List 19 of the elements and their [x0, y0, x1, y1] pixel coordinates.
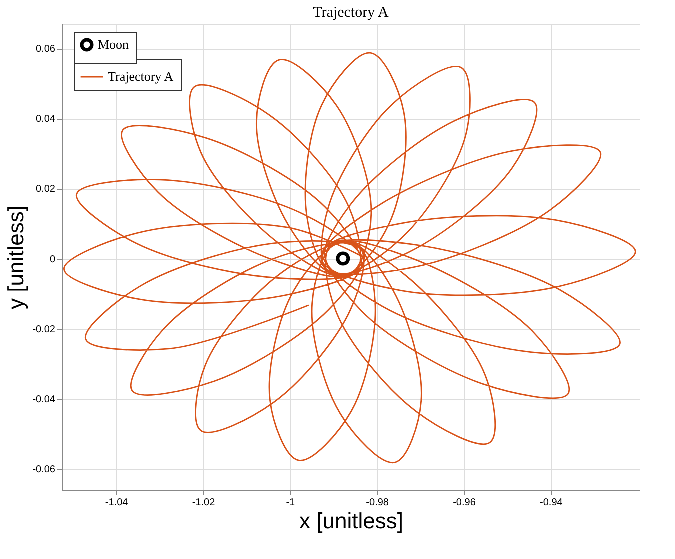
- x-axis-title: x [unitless]: [300, 508, 404, 534]
- x-tick-label: -1.02: [192, 498, 216, 508]
- y-tick-label: 0.04: [36, 114, 56, 126]
- y-axis-title: y [unitless]: [4, 206, 29, 310]
- x-tick-label: -0.94: [540, 498, 564, 508]
- x-tick-label: -0.96: [453, 498, 476, 508]
- line-series: [63, 52, 636, 464]
- chart-title: Trajectory A: [313, 5, 390, 21]
- y-tick-label: -0.06: [32, 464, 56, 476]
- legend-label: Moon: [98, 37, 130, 52]
- y-tick-label: 0.06: [36, 44, 56, 56]
- y-tick-label: -0.04: [32, 394, 56, 406]
- x-tick-label: -0.98: [366, 498, 390, 508]
- y-tick-label: -0.02: [32, 324, 56, 336]
- x-tick-label: -1.04: [105, 498, 129, 508]
- y-tick-label: 0.02: [36, 184, 56, 196]
- legend-label: Trajectory A: [108, 69, 174, 84]
- x-tick-label: -1: [286, 498, 296, 508]
- y-tick-label: 0: [50, 254, 56, 266]
